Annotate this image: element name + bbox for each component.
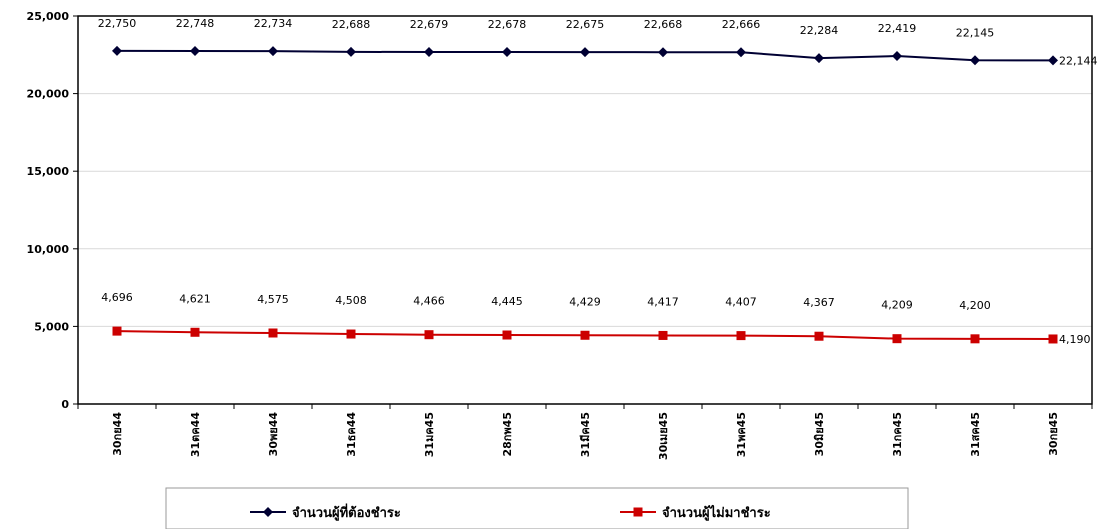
- data-label: 4,200: [959, 299, 991, 312]
- data-label: 4,209: [881, 299, 913, 312]
- data-point: [658, 330, 668, 340]
- data-label: 22,144: [1059, 54, 1098, 67]
- data-point: [970, 334, 980, 344]
- data-point: [190, 327, 200, 337]
- data-label: 22,675: [566, 18, 605, 31]
- data-label: 22,750: [98, 17, 137, 30]
- data-label: 4,621: [179, 292, 211, 305]
- data-label: 4,575: [257, 293, 289, 306]
- data-label: 4,466: [413, 295, 445, 308]
- data-point: [346, 329, 356, 339]
- legend: จำนวนผู้ที่ต้องชำระ จำนวนผู้ไม่มาชำระ: [165, 487, 909, 529]
- data-point: [658, 47, 668, 58]
- data-point: [424, 47, 434, 58]
- y-tick-label: 25,000: [27, 10, 70, 23]
- data-label: 22,666: [722, 18, 761, 31]
- data-label: 22,679: [410, 18, 449, 31]
- x-tick-label: 31กค45: [891, 412, 904, 457]
- data-label: 4,407: [725, 296, 757, 309]
- y-axis-tick-labels: 0 5,000 10,000 15,000 20,000 25,000: [27, 10, 70, 411]
- chart-axes: [73, 15, 1093, 409]
- data-label: 22,678: [488, 18, 527, 31]
- data-point: [112, 326, 122, 336]
- x-tick-label: 31ตค44: [189, 412, 202, 457]
- data-labels: 22,750 22,748 22,734 22,688 22,679 22,678 22,6…: [98, 17, 1098, 346]
- data-label: 4,508: [335, 294, 367, 307]
- x-tick-label: 30พย44: [267, 412, 280, 457]
- y-tick-label: 0: [61, 398, 69, 411]
- data-point: [1048, 334, 1058, 344]
- data-point: [424, 330, 434, 340]
- legend-label: จำนวนผู้ที่ต้องชำระ: [292, 503, 401, 521]
- data-point: [580, 47, 590, 58]
- data-label: 22,688: [332, 18, 371, 31]
- x-tick-label: 30กย44: [111, 412, 124, 456]
- x-tick-label: 31พค45: [735, 412, 748, 457]
- data-label: 22,284: [800, 24, 839, 37]
- data-label: 4,696: [101, 291, 133, 304]
- y-tick-label: 20,000: [27, 88, 70, 101]
- x-tick-label: 30เมย45: [657, 412, 670, 460]
- data-label: 4,429: [569, 295, 601, 308]
- y-tick-label: 5,000: [34, 320, 69, 333]
- data-point: [268, 328, 278, 338]
- x-tick-label: 31มค45: [423, 412, 436, 457]
- data-point: [736, 47, 746, 58]
- data-point: [892, 51, 902, 62]
- x-tick-label: 30กย45: [1047, 412, 1060, 456]
- data-point: [736, 331, 746, 341]
- data-label: 22,748: [176, 17, 215, 30]
- data-label: 4,445: [491, 295, 523, 308]
- data-label: 22,734: [254, 17, 293, 30]
- grid-lines: [78, 15, 1092, 327]
- data-point: [502, 330, 512, 340]
- legend-label: จำนวนผู้ไม่มาชำระ: [662, 504, 771, 521]
- y-tick-label: 15,000: [27, 165, 70, 178]
- x-tick-label: 30มิย45: [813, 412, 826, 456]
- data-point: [814, 331, 824, 341]
- plot-area-border: [77, 15, 1093, 405]
- x-tick-label: 31ธค44: [345, 412, 358, 457]
- data-point: [580, 330, 590, 340]
- y-tick-label: 10,000: [27, 243, 70, 256]
- legend-marker: [633, 507, 643, 517]
- x-tick-label: 31สค45: [969, 412, 982, 457]
- x-axis-tick-labels: 30กย44 31ตค44 30พย44 31ธค44 31มค45 28กพ45 31มี…: [111, 412, 1060, 460]
- data-point: [970, 55, 980, 66]
- data-point: [112, 45, 122, 56]
- x-tick-label: 28กพ45: [501, 412, 514, 457]
- data-point: [892, 334, 902, 344]
- data-point: [502, 47, 512, 58]
- data-label: 4,367: [803, 296, 835, 309]
- data-label: 4,417: [647, 295, 679, 308]
- legend-marker: [263, 507, 273, 517]
- data-label: 22,419: [878, 22, 917, 35]
- x-tick-label: 31มีค45: [579, 412, 592, 457]
- legend-box: [165, 487, 909, 529]
- data-label: 22,668: [644, 18, 683, 31]
- data-point: [190, 45, 200, 56]
- data-point: [1048, 55, 1058, 66]
- data-label: 4,190: [1059, 333, 1091, 346]
- data-point: [814, 53, 824, 64]
- data-label: 22,145: [956, 26, 995, 39]
- series-lines: [112, 45, 1058, 344]
- data-point: [268, 46, 278, 57]
- data-point: [346, 46, 356, 57]
